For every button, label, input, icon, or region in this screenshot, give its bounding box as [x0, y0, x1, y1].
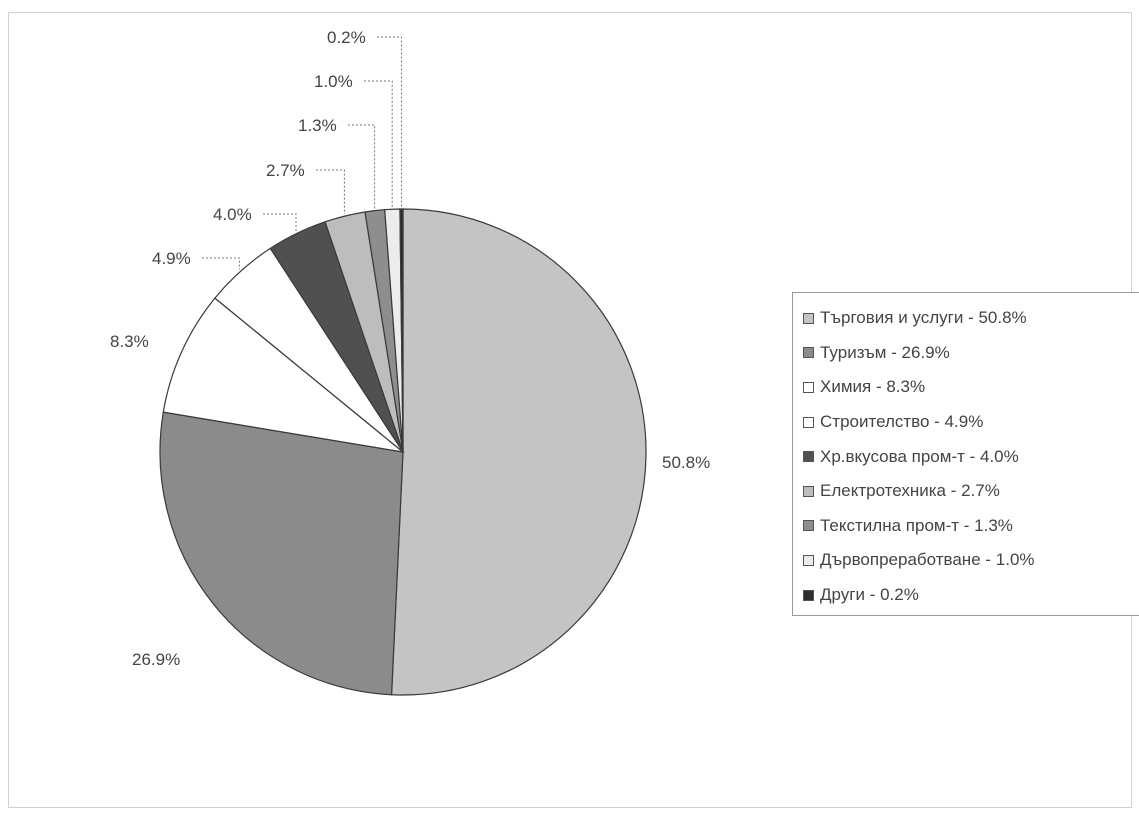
- slice-label-6: 1.3%: [298, 116, 337, 135]
- legend-swatch: [803, 416, 814, 428]
- legend-item: Търговия и услуги - 50.8%: [803, 301, 1139, 336]
- leader-line-3: [202, 257, 240, 270]
- slice-label-1: 26.9%: [132, 650, 180, 669]
- slice-label-3: 4.9%: [152, 249, 191, 268]
- slice-label-5: 2.7%: [266, 161, 305, 180]
- legend-swatch: [803, 347, 814, 359]
- pie-slices: [159, 208, 647, 696]
- legend-label: Строителство - 4.9%: [820, 412, 984, 432]
- leader-lines: [202, 36, 402, 270]
- leader-line-6: [348, 124, 376, 209]
- legend-label: Текстилна пром-т - 1.3%: [820, 515, 1013, 535]
- legend-item: Туризъм - 26.9%: [803, 336, 1139, 371]
- legend-swatch: [803, 520, 814, 532]
- legend-item: Други - 0.2%: [803, 578, 1139, 613]
- legend-swatch: [803, 381, 814, 393]
- legend-item: Дървопреработване - 1.0%: [803, 543, 1139, 578]
- leader-line-8: [377, 36, 402, 207]
- legend-label: Химия - 8.3%: [820, 377, 926, 397]
- legend-swatch: [803, 312, 814, 324]
- legend-swatch: [803, 485, 814, 497]
- leader-line-7: [364, 80, 393, 208]
- legend-label: Търговия и услуги - 50.8%: [820, 308, 1027, 328]
- legend-item: Строителство - 4.9%: [803, 405, 1139, 440]
- legend-item: Химия - 8.3%: [803, 370, 1139, 405]
- slice-label-2: 8.3%: [110, 332, 149, 351]
- leader-line-4: [263, 213, 297, 232]
- legend-swatch: [803, 589, 814, 601]
- legend-swatch: [803, 451, 814, 463]
- slice-label-8: 0.2%: [327, 28, 366, 47]
- slice-label-0: 50.8%: [662, 453, 710, 472]
- legend-swatch: [803, 554, 814, 566]
- slice-labels: 50.8% 26.9% 8.3% 4.9% 4.0% 2.7% 1.3% 1.0…: [110, 28, 710, 669]
- slice-label-7: 1.0%: [314, 72, 353, 91]
- chart-legend: Търговия и услуги - 50.8% Туризъм - 26.9…: [792, 292, 1139, 616]
- pie-slice-0: [390, 208, 647, 696]
- legend-label: Други - 0.2%: [820, 585, 919, 605]
- slice-label-4: 4.0%: [213, 205, 252, 224]
- pie-slice-1: [159, 411, 404, 696]
- legend-item: Електротехника - 2.7%: [803, 474, 1139, 509]
- leader-line-5: [316, 169, 345, 215]
- pie-slice-2: [162, 297, 406, 453]
- legend-label: Електротехника - 2.7%: [820, 481, 1000, 501]
- legend-item: Текстилна пром-т - 1.3%: [803, 509, 1139, 544]
- legend-label: Хр.вкусова пром-т - 4.0%: [820, 446, 1019, 466]
- legend-item: Хр.вкусова пром-т - 4.0%: [803, 439, 1139, 474]
- pie-slice-8: [399, 208, 404, 453]
- legend-label: Дървопреработване - 1.0%: [820, 550, 1035, 570]
- legend-label: Туризъм - 26.9%: [820, 342, 950, 362]
